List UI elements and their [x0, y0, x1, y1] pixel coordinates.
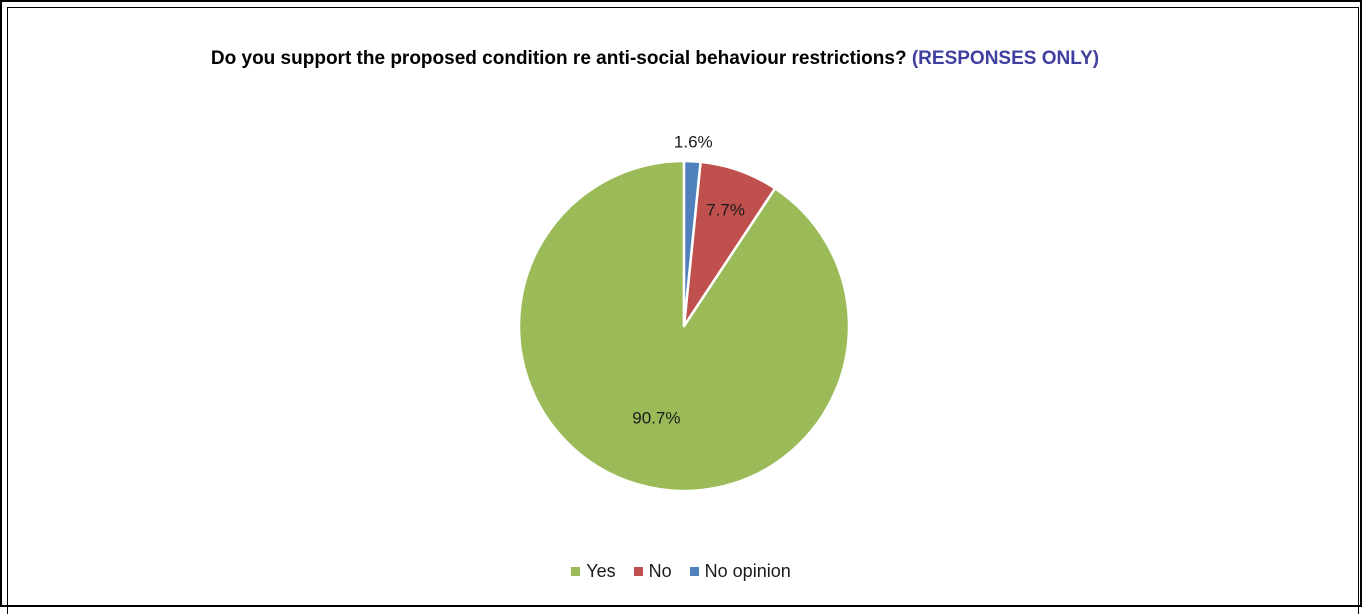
legend-swatch: [689, 567, 699, 576]
pie-slice-no-opinion: [682, 159, 702, 328]
legend-item-no: No: [633, 561, 672, 582]
chart-title: Do you support the proposed condition re…: [140, 44, 1170, 73]
data-label-no-opinion: 1.6%: [674, 132, 713, 151]
pie-chart: 90.7% 7.7% 1.6%: [517, 132, 851, 493]
chart-title-main: Do you support the proposed condition re…: [210, 48, 907, 69]
legend-item-yes: Yes: [571, 561, 616, 582]
chart-frame-inner: [7, 7, 1359, 614]
data-label-no: 7.7%: [706, 200, 745, 219]
legend-swatch: [633, 567, 643, 576]
legend-label: No: [648, 561, 672, 581]
chart-title-suffix: (RESPONSES ONLY): [911, 48, 1100, 69]
legend-swatch: [571, 567, 581, 576]
data-label-yes: 90.7%: [632, 409, 680, 428]
legend-item-no-opinion: No opinion: [689, 561, 791, 582]
chart-legend: Yes No No opinion: [0, 560, 1362, 582]
legend-label: No opinion: [704, 561, 791, 581]
legend-label: Yes: [586, 561, 616, 581]
